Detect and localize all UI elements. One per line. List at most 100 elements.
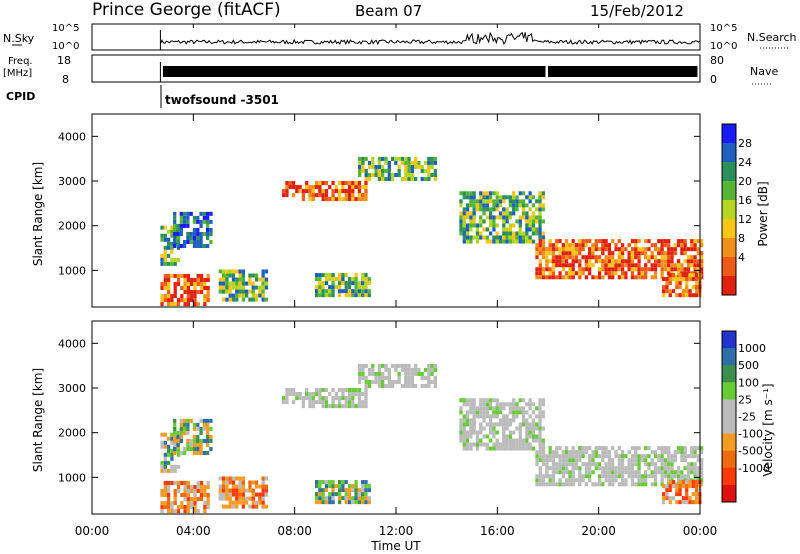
velocity-cell	[624, 470, 628, 475]
velocity-cell	[364, 480, 368, 485]
power-cell	[624, 247, 628, 252]
power-cell	[683, 259, 687, 264]
power-cell	[538, 203, 542, 208]
velocity-colorbar-swatch-0	[722, 331, 736, 349]
power-cell	[261, 289, 265, 294]
power-cell	[604, 247, 608, 252]
power-cell	[295, 189, 299, 194]
power-cell	[535, 271, 539, 276]
power-cell	[228, 285, 232, 290]
power-cell	[640, 271, 645, 276]
power-cell	[377, 168, 382, 173]
velocity-cell	[196, 438, 200, 443]
velocity-cell	[206, 451, 210, 456]
power-cell	[430, 156, 434, 161]
velocity-cell	[420, 371, 424, 376]
velocity-cell	[186, 438, 190, 443]
velocity-cell	[381, 375, 385, 380]
velocity-cell	[381, 371, 385, 376]
power-cell	[420, 168, 424, 173]
velocity-cell	[264, 484, 269, 489]
power-cell	[160, 298, 164, 303]
velocity-cell	[611, 462, 615, 467]
power-cell	[558, 247, 562, 252]
velocity-cell	[634, 454, 638, 459]
power-cell	[479, 223, 483, 228]
velocity-cell	[475, 414, 480, 419]
velocity-cell	[160, 488, 164, 494]
power-cell	[634, 263, 638, 268]
velocity-cell	[518, 442, 522, 447]
velocity-cell	[199, 426, 203, 431]
power-cell	[186, 294, 191, 299]
velocity-cell	[314, 392, 319, 397]
power-cell	[192, 227, 197, 232]
velocity-cell	[578, 454, 582, 459]
velocity-cell	[564, 470, 569, 475]
velocity-cell	[324, 404, 329, 409]
power-cell	[347, 281, 352, 286]
power-cell	[627, 243, 631, 248]
power-cell	[397, 164, 401, 169]
power-cell	[676, 239, 681, 244]
power-cell	[469, 239, 473, 244]
velocity-cell	[607, 478, 612, 483]
power-cell	[469, 211, 473, 216]
power-cell	[525, 231, 529, 236]
velocity-cell	[588, 458, 592, 463]
power-cell	[515, 231, 519, 236]
power-cell	[541, 271, 546, 276]
velocity-cell	[691, 480, 695, 485]
power-cell	[261, 277, 265, 282]
power-cell	[620, 243, 625, 248]
velocity-cell	[521, 406, 526, 411]
velocity-cell	[324, 388, 329, 393]
velocity-cell	[528, 426, 532, 431]
power-cell	[668, 293, 672, 298]
power-cell	[482, 203, 486, 208]
power-cell	[173, 261, 177, 266]
velocity-cell	[462, 434, 466, 439]
velocity-cell	[238, 476, 242, 481]
velocity-cell	[479, 402, 483, 407]
velocity-cell	[203, 501, 207, 506]
power-cell	[508, 215, 513, 220]
power-cell	[604, 243, 608, 248]
velocity-cell	[694, 496, 699, 501]
velocity-cell	[314, 484, 319, 489]
power-cell	[571, 263, 575, 268]
power-cell	[681, 277, 686, 282]
power-cell	[400, 160, 405, 165]
velocity-cell	[331, 396, 335, 401]
velocity-cell	[193, 509, 197, 514]
velocity-cell	[601, 454, 605, 459]
power-cell	[176, 241, 181, 246]
velocity-cell	[485, 446, 489, 451]
power-cell	[465, 239, 470, 244]
velocity-cell	[374, 371, 378, 376]
velocity-cell	[357, 400, 362, 405]
power-cell	[657, 251, 661, 256]
velocity-cell	[700, 474, 704, 479]
power-cell	[218, 277, 222, 282]
power-cell	[630, 275, 635, 280]
power-cell	[624, 259, 628, 264]
power-cell	[462, 239, 466, 244]
power-cell	[358, 168, 362, 173]
velocity-cell	[430, 363, 434, 368]
velocity-cell	[578, 482, 582, 487]
velocity-cell	[387, 379, 391, 384]
velocity-cell	[341, 404, 345, 409]
power-cell	[676, 263, 681, 268]
power-cell	[578, 259, 582, 264]
power-cell	[179, 215, 183, 220]
power-cell	[690, 263, 694, 268]
velocity-cell	[163, 484, 167, 489]
velocity-cell	[691, 500, 695, 505]
power-cell	[179, 227, 183, 232]
power-cell	[591, 255, 595, 260]
power-cell	[334, 189, 338, 194]
velocity-cell	[209, 438, 213, 443]
velocity-cell	[423, 367, 428, 372]
power-cell	[512, 235, 516, 240]
